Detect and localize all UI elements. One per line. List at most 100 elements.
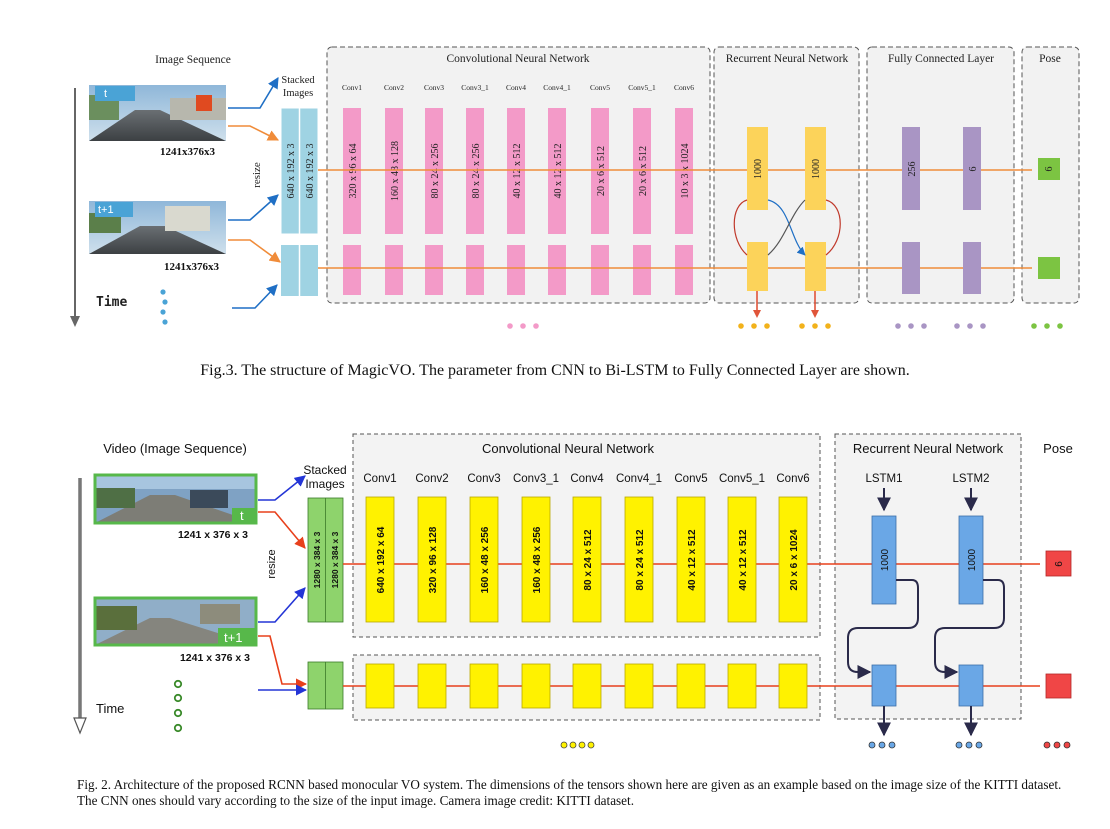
figure-rcnn-vo: Video (Image Sequence) Time t 1241 x 376… bbox=[73, 433, 1073, 749]
conv2-name-9: Conv6 bbox=[776, 473, 809, 485]
lstm2-label: LSTM2 bbox=[952, 473, 989, 485]
frame-t-size: 1241x376x3 bbox=[160, 146, 216, 158]
pose-title: Pose bbox=[1039, 53, 1061, 65]
conv-name-3: Conv3 bbox=[424, 83, 444, 92]
dot-group-2-2 bbox=[751, 323, 757, 329]
conv-layer-4 bbox=[466, 108, 484, 234]
conv-layer-9 bbox=[675, 108, 693, 234]
pose-dot-1 bbox=[1043, 741, 1051, 749]
dot-group-6-3 bbox=[1057, 323, 1063, 329]
cnn-title: Convolutional Neural Network bbox=[446, 53, 589, 65]
lstm2-block-bottom bbox=[958, 664, 984, 707]
cnn-title-2: Convolutional Neural Network bbox=[482, 441, 654, 456]
conv-layer-bottom-5 bbox=[507, 245, 525, 295]
conv2-layer-9 bbox=[778, 496, 808, 623]
stacked-label-1: Stacked bbox=[281, 75, 315, 86]
dot-group-5-1 bbox=[954, 323, 960, 329]
conv2-name-7: Conv5 bbox=[674, 473, 707, 485]
lstm-dot-2-1 bbox=[955, 741, 963, 749]
fc-dim-2: 6 bbox=[968, 167, 979, 172]
rnn-dim-2: 1000 bbox=[811, 159, 822, 179]
figure2-caption: Fig. 2. Architecture of the proposed RCN… bbox=[77, 777, 1062, 808]
frame-t-label-2: t bbox=[240, 508, 244, 523]
lstm-dot-1-2 bbox=[878, 741, 886, 749]
cnn-dot-1 bbox=[560, 741, 568, 749]
dot-group-2-1 bbox=[738, 323, 744, 329]
stacked-label-2b: Images bbox=[305, 477, 344, 491]
conv2-layer-5 bbox=[572, 496, 602, 623]
conv-layer-3 bbox=[425, 108, 443, 234]
dot-group-3-2 bbox=[812, 323, 818, 329]
conv2-dim-7: 40 x 12 x 512 bbox=[687, 529, 698, 591]
conv2-name-5: Conv4 bbox=[570, 473, 604, 485]
stacked-label-2a: Stacked bbox=[303, 463, 346, 477]
conv-name-6: Conv4_1 bbox=[543, 83, 571, 92]
conv-dim-1: 320 x 96 x 64 bbox=[348, 144, 359, 199]
conv-layer-bottom-3 bbox=[425, 245, 443, 295]
lstm-dot-1-3 bbox=[888, 741, 896, 749]
lstm1-block bbox=[871, 515, 897, 605]
conv-layer-bottom-7 bbox=[591, 245, 609, 295]
conv2-layer-bottom-4 bbox=[521, 663, 551, 709]
rnn-title: Recurrent Neural Network bbox=[726, 53, 849, 65]
conv2-layer-bottom-3 bbox=[469, 663, 499, 709]
conv2-name-3: Conv3 bbox=[467, 473, 500, 485]
lstm1-block-bottom bbox=[871, 664, 897, 707]
pose-title-2: Pose bbox=[1043, 441, 1073, 456]
pose-dot-2 bbox=[1053, 741, 1061, 749]
conv-dim-6: 40 x 12 x 512 bbox=[553, 144, 564, 199]
conv-layer-bottom-6 bbox=[548, 245, 566, 295]
dot-group-6-1 bbox=[1031, 323, 1037, 329]
rnn-section-2 bbox=[834, 433, 1022, 720]
conv2-name-2: Conv2 bbox=[415, 473, 448, 485]
fc-block-4 bbox=[963, 242, 981, 294]
stacked-dim-2-1: 1280 x 384 x 3 bbox=[312, 531, 322, 588]
conv2-dim-2: 320 x 96 x 128 bbox=[428, 526, 439, 593]
conv2-layer-bottom-6 bbox=[624, 663, 654, 709]
conv2-layer-4 bbox=[521, 496, 551, 623]
conv-name-5: Conv4 bbox=[506, 83, 526, 92]
conv-layer-2 bbox=[385, 108, 403, 234]
frame-t1-size: 1241x376x3 bbox=[164, 261, 220, 273]
conv-dim-8: 20 x 6 x 512 bbox=[638, 146, 649, 196]
rnn-dim-1: 1000 bbox=[753, 159, 764, 179]
dot-group-3-1 bbox=[799, 323, 805, 329]
figure1-caption: Fig.3. The structure of MagicVO. The par… bbox=[200, 362, 910, 379]
conv-name-1: Conv1 bbox=[342, 83, 362, 92]
conv2-layer-3 bbox=[469, 496, 499, 623]
lstm1-label: LSTM1 bbox=[865, 473, 902, 485]
pose-dim: 6 bbox=[1044, 167, 1055, 172]
pose-dot-3 bbox=[1063, 741, 1071, 749]
conv-layer-bottom-1 bbox=[343, 245, 361, 295]
conv2-layer-1 bbox=[365, 496, 395, 623]
lstm1-dim: 1000 bbox=[880, 548, 891, 571]
pose-dim-2: 6 bbox=[1054, 561, 1065, 567]
frame-t1-label: t+1 bbox=[98, 204, 114, 216]
conv-dim-2: 160 x 48 x 128 bbox=[390, 141, 401, 201]
fc-block-2 bbox=[963, 127, 981, 210]
conv2-name-8: Conv5_1 bbox=[719, 473, 765, 485]
conv2-dim-5: 80 x 24 x 512 bbox=[583, 529, 594, 591]
conv2-dim-9: 20 x 6 x 1024 bbox=[789, 529, 800, 591]
conv2-name-4: Conv3_1 bbox=[513, 473, 559, 485]
fc-section bbox=[866, 46, 1015, 304]
conv-name-4: Conv3_1 bbox=[461, 83, 489, 92]
conv2-layer-8 bbox=[727, 496, 757, 623]
conv-dim-4: 80 x 24 x 256 bbox=[471, 144, 482, 199]
resize-label-2: resize bbox=[266, 549, 278, 578]
frame-t1-image bbox=[89, 201, 226, 254]
image-sequence-label: Image Sequence bbox=[155, 54, 231, 66]
dot-group-4-3 bbox=[921, 323, 927, 329]
conv-layer-bottom-9 bbox=[675, 245, 693, 295]
conv-layer-1 bbox=[343, 108, 361, 234]
fc-block-3 bbox=[902, 242, 920, 294]
frame-t-size-2: 1241 x 376 x 3 bbox=[178, 529, 248, 541]
conv2-layer-bottom-9 bbox=[778, 663, 808, 709]
rnn-fwd-1 bbox=[747, 127, 768, 210]
conv2-layer-6 bbox=[624, 496, 654, 623]
rnn-section bbox=[713, 46, 860, 304]
cnn-dot-2 bbox=[569, 741, 577, 749]
time-label-2: Time bbox=[96, 701, 124, 716]
stacked-label-2: Images bbox=[283, 88, 313, 99]
figure-magicvo: Image Sequence Time t 1241x376x3 t+1 124… bbox=[70, 46, 1080, 329]
